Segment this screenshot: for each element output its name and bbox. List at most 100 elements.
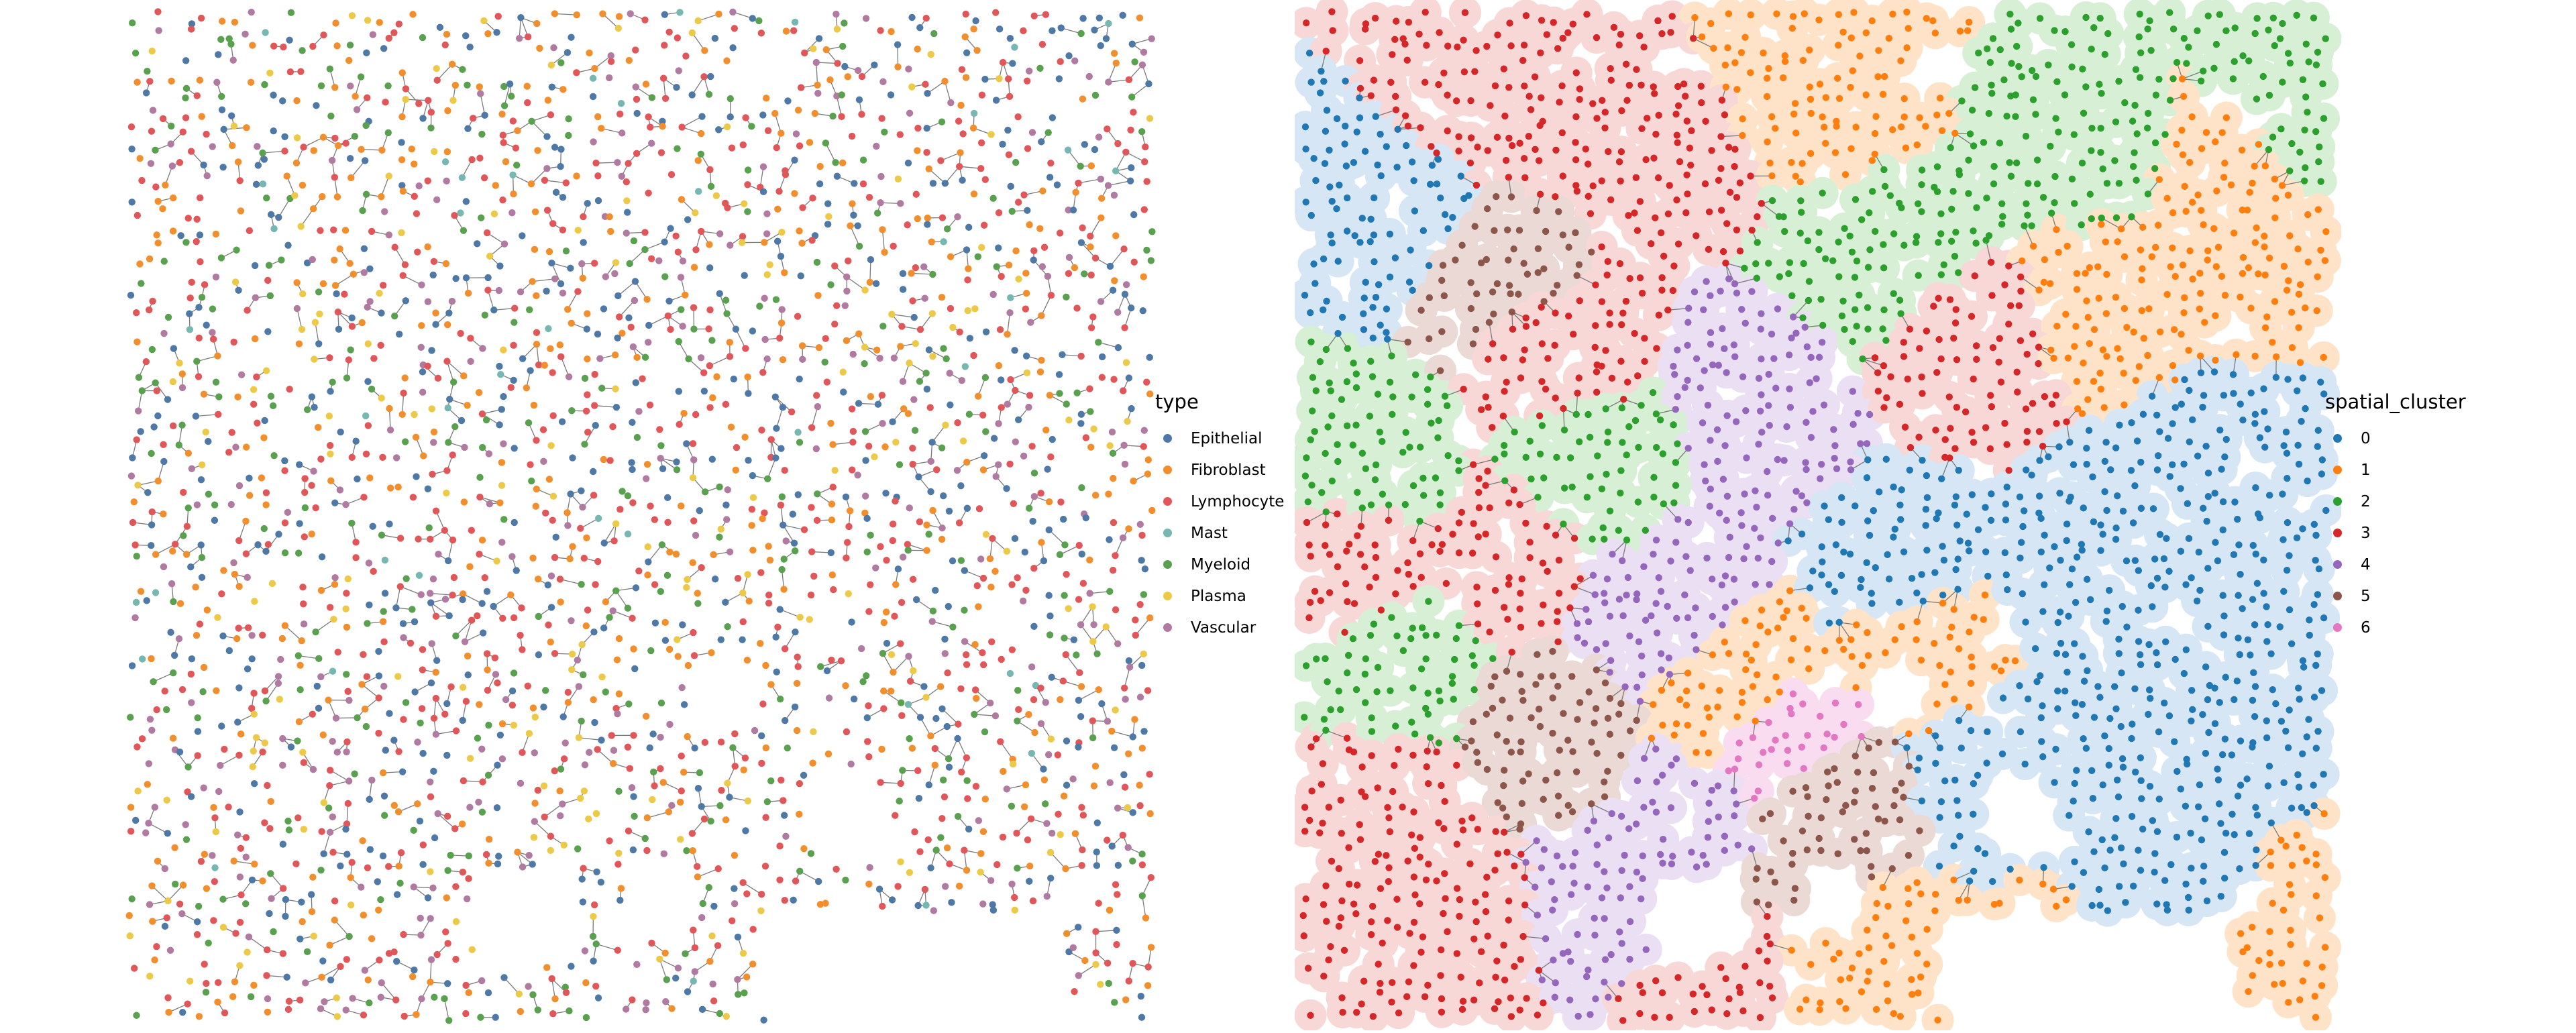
cell-point <box>548 572 555 579</box>
cell-point <box>584 606 591 613</box>
cell-point <box>718 526 724 533</box>
cell-point <box>1031 13 1038 19</box>
cell-point <box>238 371 245 378</box>
cell-point <box>744 181 751 188</box>
cell-point <box>211 878 218 885</box>
cell-point <box>763 745 769 751</box>
cell-point <box>205 490 212 497</box>
cell-point <box>943 356 949 362</box>
cell-point <box>619 173 625 180</box>
cell-point <box>863 15 869 21</box>
cell-point <box>354 106 360 113</box>
cell-point <box>231 19 238 25</box>
cell-point <box>565 699 572 706</box>
cell-point <box>964 505 971 512</box>
cell-point <box>301 533 308 540</box>
cell-point <box>315 340 322 347</box>
cell-point <box>692 532 699 539</box>
cell-point <box>430 768 437 775</box>
cell-point <box>758 891 765 898</box>
cell-point <box>154 387 160 394</box>
cell-point <box>193 632 200 639</box>
cell-point <box>808 592 814 598</box>
cell-point <box>152 183 159 190</box>
cell-point <box>590 492 597 498</box>
cell-point <box>897 200 904 207</box>
cell-point <box>909 445 916 451</box>
cell-point <box>133 339 140 345</box>
cell-point <box>674 34 681 41</box>
cell-point <box>970 25 977 32</box>
cell-point <box>490 307 497 313</box>
cell-point <box>228 429 235 435</box>
cell-point <box>264 1009 271 1016</box>
cell-point <box>540 426 547 433</box>
cell-point <box>1046 498 1053 505</box>
cell-point <box>981 728 988 735</box>
cell-point <box>559 194 566 201</box>
cell-point <box>808 548 815 555</box>
cell-point <box>630 732 637 739</box>
cell-point <box>237 207 244 214</box>
cell-point <box>519 863 526 870</box>
cell-point <box>1114 640 1121 647</box>
cell-point <box>745 166 751 173</box>
cell-point <box>1138 851 1145 857</box>
cell-point <box>499 197 506 203</box>
cell-point <box>842 682 849 689</box>
cell-point <box>533 341 540 347</box>
cell-point <box>979 412 986 419</box>
cell-point <box>961 567 968 574</box>
cell-point <box>293 97 300 104</box>
cell-point <box>417 818 423 824</box>
cell-point <box>614 710 621 717</box>
legend-swatch <box>1163 592 1172 600</box>
cell-point <box>128 895 135 902</box>
cell-point <box>299 584 306 590</box>
cell-point <box>780 404 786 411</box>
cell-point <box>898 699 904 706</box>
cell-point <box>855 67 861 74</box>
cell-point <box>625 160 631 167</box>
cell-point <box>1049 436 1056 443</box>
cell-point <box>349 323 356 329</box>
cell-point <box>924 90 930 97</box>
cell-point <box>151 957 158 963</box>
cell-point <box>976 505 983 512</box>
cell-point <box>842 877 849 883</box>
cell-point <box>345 697 352 704</box>
cell-point <box>1056 371 1063 378</box>
cell-point <box>320 32 327 38</box>
cell-point <box>1042 800 1049 807</box>
cell-point <box>649 796 655 803</box>
cell-point <box>386 231 392 238</box>
cell-point <box>370 568 376 575</box>
cell-point <box>477 1014 484 1021</box>
cell-point <box>834 173 841 180</box>
cell-point <box>1090 621 1097 628</box>
cell-point <box>1086 590 1093 596</box>
cell-point <box>798 239 805 246</box>
cell-point <box>282 519 288 526</box>
cell-point <box>568 320 575 327</box>
cell-point <box>975 253 981 260</box>
cell-point <box>645 113 651 120</box>
cell-point <box>265 541 272 548</box>
cell-point <box>827 281 834 288</box>
cell-point <box>888 91 894 98</box>
cell-point <box>980 575 987 582</box>
cell-point <box>978 140 985 146</box>
cell-point <box>664 572 671 579</box>
cell-point <box>1078 484 1085 491</box>
cell-point <box>280 950 286 957</box>
cell-point <box>418 995 425 1002</box>
cell-point <box>296 718 303 725</box>
cell-point <box>332 282 339 288</box>
cell-point <box>991 568 998 575</box>
cell-point <box>989 195 996 202</box>
cell-point <box>760 188 767 195</box>
cell-point <box>449 61 455 68</box>
cell-point <box>467 335 474 341</box>
cell-point <box>155 27 162 34</box>
cell-point <box>955 813 961 820</box>
